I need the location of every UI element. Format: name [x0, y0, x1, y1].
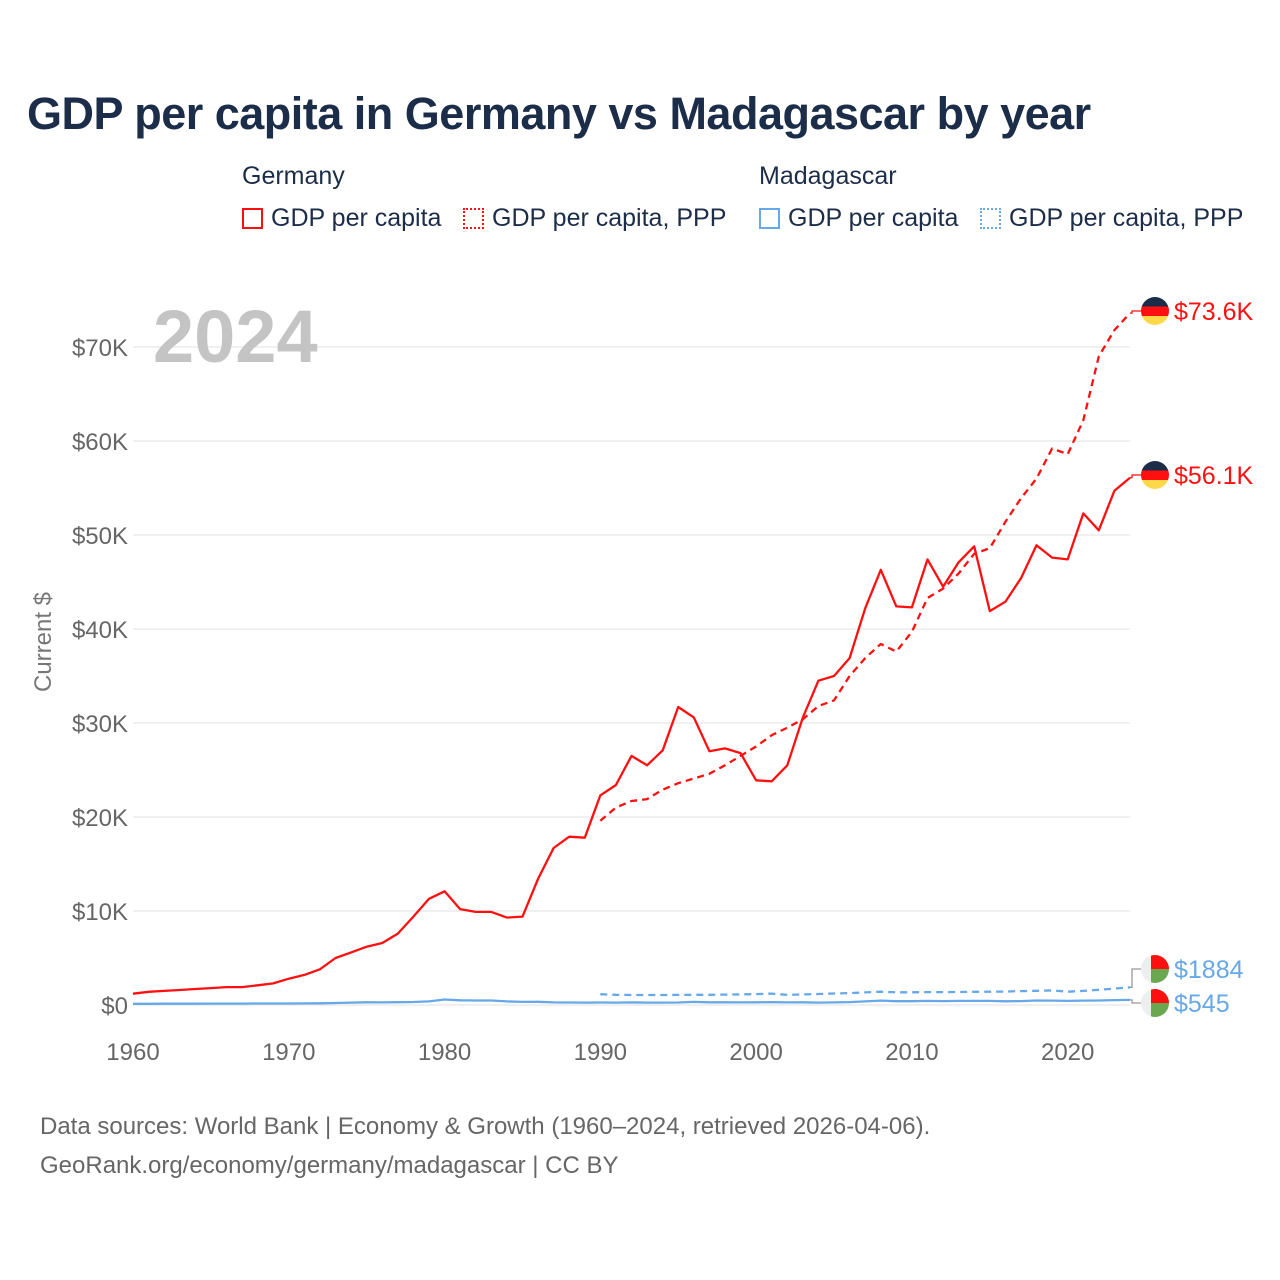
- flag-green: [1151, 969, 1169, 983]
- legend-label: GDP per capita: [271, 204, 442, 232]
- y-tick-label: $20K: [72, 805, 128, 832]
- end-value-label: $545: [1174, 990, 1230, 1018]
- year-overlay: 2024: [153, 295, 318, 378]
- flag-stripe: [1141, 461, 1169, 471]
- x-tick-label: 1980: [418, 1039, 471, 1066]
- label-connector: [1130, 968, 1142, 988]
- y-tick-label: $10K: [72, 899, 128, 926]
- series-line-madagascar-gdp-per-capita: [133, 998, 1131, 1005]
- legend-label: GDP per capita, PPP: [1009, 204, 1244, 232]
- legend-item-germany-gdp[interactable]: GDP per capita: [242, 204, 441, 233]
- chart-title: GDP per capita in Germany vs Madagascar …: [27, 88, 1091, 139]
- series-line-madagascar-gdp-per-capita-ppp: [600, 986, 1131, 997]
- x-tick-label: 1970: [262, 1039, 315, 1066]
- legend-item-germany-ppp[interactable]: GDP per capita, PPP: [463, 204, 726, 233]
- y-tick-label: $40K: [72, 617, 128, 644]
- flag-stripe: [1141, 470, 1169, 480]
- legend-item-madagascar-ppp[interactable]: GDP per capita, PPP: [980, 204, 1243, 233]
- flag-stripe: [1141, 480, 1169, 489]
- madagascar-flag-icon: [1141, 955, 1169, 983]
- flag-red: [1151, 955, 1169, 969]
- legend-swatch-dotted: [980, 208, 1001, 229]
- label-connector: [1130, 999, 1142, 1004]
- series-line-germany-gdp-per-capita-ppp: [599, 312, 1131, 822]
- legend-swatch-solid: [242, 208, 263, 229]
- madagascar-flag-icon: [1141, 989, 1169, 1017]
- y-tick-label: $30K: [72, 711, 128, 738]
- label-connector: [1130, 310, 1142, 314]
- legend-group-title: Madagascar: [759, 162, 897, 190]
- germany-flag-icon: [1141, 461, 1169, 489]
- flag-green: [1151, 1003, 1169, 1017]
- y-tick-label: $60K: [72, 429, 128, 456]
- legend-item-madagascar-gdp[interactable]: GDP per capita: [759, 204, 958, 233]
- flag-red: [1151, 989, 1169, 1003]
- y-axis-label: Current $: [30, 592, 57, 692]
- label-connector: [1130, 474, 1142, 479]
- end-value-label: $56.1K: [1174, 462, 1254, 490]
- flag-stripe: [1141, 306, 1169, 316]
- y-tick-label: $70K: [72, 335, 128, 362]
- legend-swatch-solid: [759, 208, 780, 229]
- flag-stripe: [1141, 297, 1169, 307]
- x-tick-label: 2020: [1041, 1039, 1094, 1066]
- x-tick-label: 2010: [885, 1039, 938, 1066]
- legend-label: GDP per capita, PPP: [492, 204, 727, 232]
- y-tick-label: $50K: [72, 523, 128, 550]
- legend-group-germany: Germany GDP per capita GDP per capita, P…: [242, 162, 726, 232]
- legend-group-title: Germany: [242, 162, 345, 190]
- legend-swatch-dotted: [463, 208, 484, 229]
- germany-flag-icon: [1141, 297, 1169, 325]
- end-value-label: $1884: [1174, 956, 1244, 984]
- series-line-germany-gdp-per-capita: [132, 476, 1131, 995]
- footer-sources: Data sources: World Bank | Economy & Gro…: [40, 1113, 931, 1140]
- flag-stripe: [1141, 316, 1169, 325]
- legend-label: GDP per capita: [788, 204, 959, 232]
- x-tick-label: 1960: [106, 1039, 159, 1066]
- footer-link[interactable]: GeoRank.org/economy/germany/madagascar |…: [40, 1152, 619, 1179]
- x-tick-label: 1990: [574, 1039, 627, 1066]
- footer: Data sources: World Bank | Economy & Gro…: [40, 1107, 930, 1185]
- end-value-label: $73.6K: [1174, 298, 1254, 326]
- legend-group-madagascar: Madagascar GDP per capita GDP per capita…: [759, 162, 1243, 232]
- y-tick-label: $0: [101, 993, 128, 1020]
- x-tick-label: 2000: [729, 1039, 782, 1066]
